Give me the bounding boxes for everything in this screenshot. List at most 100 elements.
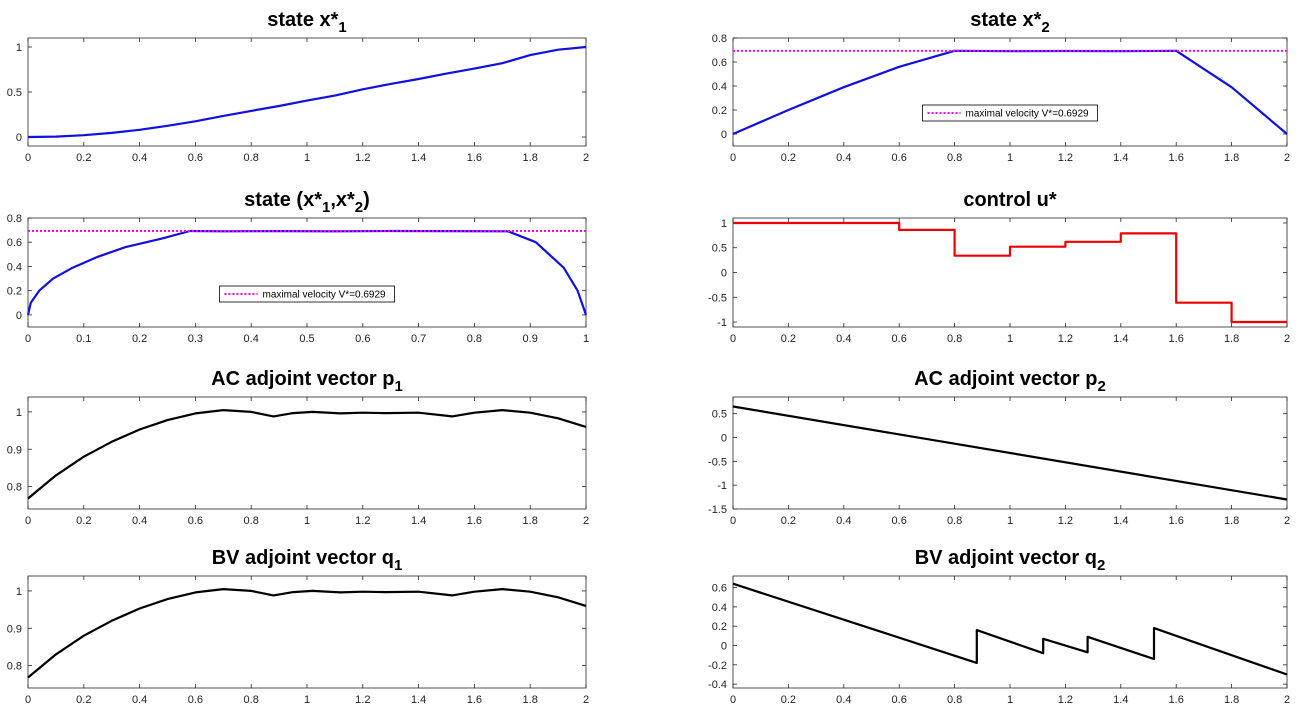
x-tick-label: 1.4 <box>411 515 426 527</box>
y-tick-label: 0.6 <box>712 57 727 69</box>
legend-label: maximal velocity V*=0.6929 <box>263 290 387 301</box>
series-line-1 <box>26 229 588 316</box>
x-tick-label: 0.2 <box>76 152 91 164</box>
x-tick-label: 0.4 <box>132 694 147 706</box>
x-tick-label: 0.9 <box>523 333 538 345</box>
legend-label: maximal velocity V*=0.6929 <box>966 109 1090 120</box>
x-tick-label: 1.6 <box>1169 694 1184 706</box>
x-tick-label: 1.8 <box>1224 515 1239 527</box>
y-tick-label: 0.4 <box>7 261 22 273</box>
x-tick-label: 0.2 <box>781 515 796 527</box>
x-tick-label: 0.2 <box>781 694 796 706</box>
x-tick-label: 1.8 <box>1224 152 1239 164</box>
x-tick-label: 1.8 <box>1224 333 1239 345</box>
y-tick-label: 0.2 <box>7 286 22 298</box>
x-tick-label: 0.3 <box>188 333 203 345</box>
y-tick-label: -0.5 <box>708 292 727 304</box>
y-tick-label: 0.8 <box>712 33 727 45</box>
x-tick-label: 0 <box>25 333 31 345</box>
y-tick-label: -1 <box>717 317 727 329</box>
x-tick-label: 1.6 <box>467 694 482 706</box>
x-tick-label: 1.2 <box>355 694 370 706</box>
x-tick-label: 2 <box>1284 152 1290 164</box>
axes-box <box>732 217 1288 328</box>
x-tick-label: 0.4 <box>132 152 147 164</box>
x-tick-label: 1.8 <box>523 694 538 706</box>
series-line-1 <box>27 409 587 500</box>
x-tick-label: 1 <box>1007 333 1013 345</box>
x-tick-label: 0.4 <box>836 515 851 527</box>
x-tick-label: 0 <box>25 694 31 706</box>
x-tick-label: 1.4 <box>411 152 426 164</box>
y-tick-label: 0.2 <box>712 621 727 633</box>
series-line-1 <box>733 221 1287 324</box>
subplot-6: 0 0.2 0.4 0.6 0.8 1 1.2 1.4 1.6 1.8 2 -1.5 -1 -0.5 0 0.… <box>708 368 1290 527</box>
axes-box <box>27 396 587 510</box>
x-tick-label: 1.8 <box>1224 694 1239 706</box>
y-tick-label: 0.2 <box>712 105 727 117</box>
x-tick-label: 1 <box>304 515 310 527</box>
y-tick-label: 0.8 <box>7 213 22 225</box>
y-tick-label: 0.5 <box>712 243 727 255</box>
x-tick-label: 0.6 <box>355 333 370 345</box>
x-tick-label: 0.6 <box>188 515 203 527</box>
x-tick-label: 0 <box>730 152 736 164</box>
series-line-1 <box>732 582 1288 676</box>
chart-title: state (x*1​,x*2​) <box>244 189 370 216</box>
x-tick-label: 1.4 <box>1113 515 1128 527</box>
y-tick-label: 1 <box>721 218 727 230</box>
y-tick-label: 0.5 <box>7 87 22 99</box>
subplot-5: 0 0.2 0.4 0.6 0.8 1 1.2 1.4 1.6 1.8 2 0.8 0.9 1 AC adj… <box>7 368 589 527</box>
legend-box <box>922 104 1098 122</box>
y-tick-label: 0.4 <box>712 602 727 614</box>
x-tick-label: 0 <box>730 515 736 527</box>
x-tick-label: 1.6 <box>467 515 482 527</box>
subplot-2: 0 0.2 0.4 0.6 0.8 1 1.2 1.4 1.6 1.8 2 0 0.2 0.4 0.6 0.8… <box>712 9 1290 164</box>
x-tick-label: 0 <box>730 694 736 706</box>
x-tick-label: 0.4 <box>836 694 851 706</box>
x-tick-label: 0.6 <box>892 152 907 164</box>
x-tick-label: 1.2 <box>1058 515 1073 527</box>
x-tick-label: 0.6 <box>188 694 203 706</box>
y-tick-label: 0.6 <box>712 583 727 595</box>
chart-title: state x*1​ <box>267 9 347 36</box>
chart-title: AC adjoint vector p2​ <box>914 368 1106 395</box>
x-tick-label: 2 <box>1284 515 1290 527</box>
y-tick-label: 0.4 <box>712 81 727 93</box>
x-tick-label: 0.2 <box>781 333 796 345</box>
axes-box <box>27 37 587 147</box>
x-tick-label: 0.4 <box>244 333 259 345</box>
subplot-3: 0 0.1 0.2 0.3 0.4 0.5 0.6 0.7 0.8 0.9 1 0 0.2 0.4 0.6 0… <box>7 189 589 345</box>
axes-box <box>732 575 1288 689</box>
x-tick-label: 1 <box>304 152 310 164</box>
x-tick-label: 1.6 <box>1169 152 1184 164</box>
legend: maximal velocity V*=0.6929 <box>922 104 1098 122</box>
x-tick-label: 0 <box>25 515 31 527</box>
x-tick-label: 1 <box>1007 152 1013 164</box>
y-tick-label: -0.4 <box>708 679 727 691</box>
x-tick-label: 1 <box>1007 515 1013 527</box>
x-tick-label: 1.6 <box>467 152 482 164</box>
x-tick-label: 0.2 <box>132 333 147 345</box>
x-tick-label: 2 <box>1284 333 1290 345</box>
x-tick-label: 0.6 <box>892 333 907 345</box>
y-tick-label: -0.5 <box>708 456 727 468</box>
x-tick-label: 0.4 <box>836 333 851 345</box>
x-tick-label: 1.8 <box>523 152 538 164</box>
x-tick-label: 0.8 <box>947 515 962 527</box>
series-line-1 <box>732 49 1288 136</box>
x-tick-label: 0.7 <box>411 333 426 345</box>
y-tick-label: 0.9 <box>7 623 22 635</box>
y-tick-label: 0 <box>16 132 22 144</box>
x-tick-label: 1.2 <box>1058 694 1073 706</box>
x-tick-label: 2 <box>1284 694 1290 706</box>
axes-box <box>732 37 1288 147</box>
y-tick-label: 0 <box>721 641 727 653</box>
x-tick-label: 0.4 <box>836 152 851 164</box>
x-tick-label: 0.2 <box>76 694 91 706</box>
x-tick-label: 1.8 <box>523 515 538 527</box>
x-tick-label: 2 <box>583 694 589 706</box>
x-tick-label: 2 <box>583 515 589 527</box>
y-tick-label: 0.5 <box>712 409 727 421</box>
y-tick-label: 1 <box>16 586 22 598</box>
